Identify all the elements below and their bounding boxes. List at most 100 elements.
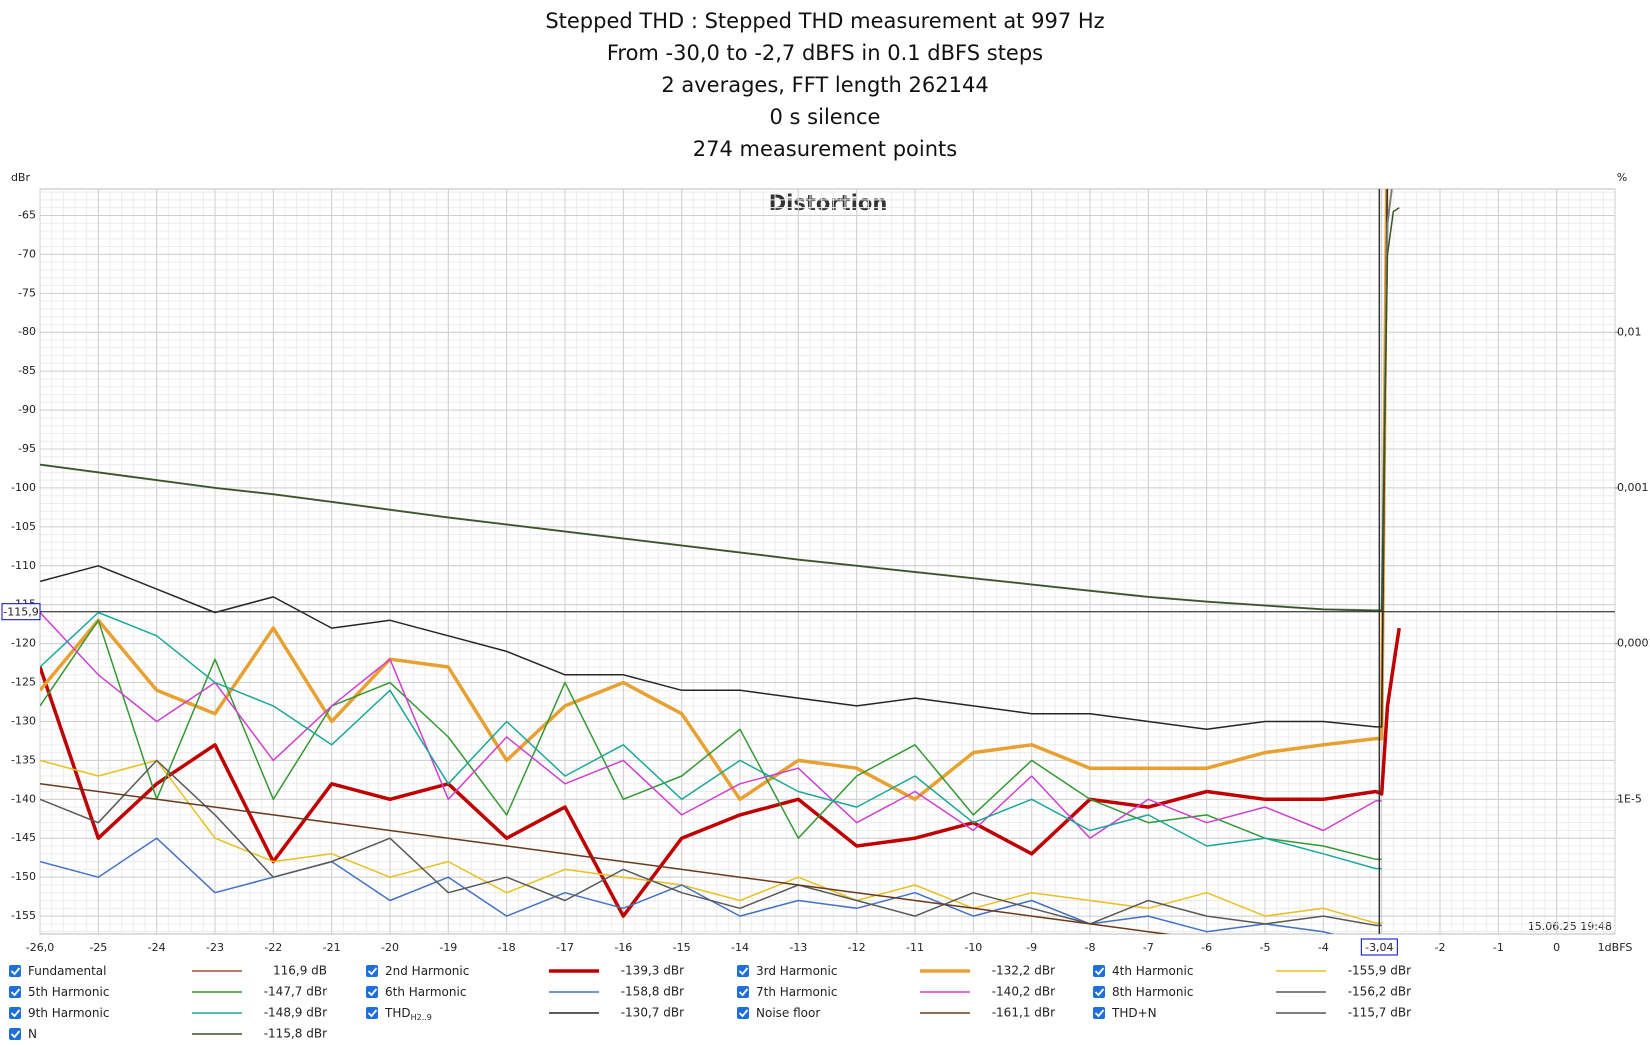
legend-checkbox[interactable] (1093, 986, 1105, 998)
legend-check (367, 1009, 378, 1018)
y-tick-label: -75 (18, 286, 36, 299)
x-tick-label: -14 (731, 941, 749, 954)
legend-checkbox[interactable] (366, 1007, 378, 1019)
legend-value: -158,8 dBr (621, 985, 684, 999)
x-tick-label: -17 (556, 941, 574, 954)
legend-checkbox[interactable] (737, 1007, 749, 1019)
title-line: Stepped THD : Stepped THD measurement at… (545, 9, 1104, 33)
y2-tick-label: 1E-5 (1617, 792, 1642, 805)
legend-label: THDH2..9 (384, 1006, 432, 1022)
series-line (40, 759, 1382, 927)
legend-name: 8th Harmonic (1112, 985, 1193, 999)
y-tick-label: -95 (18, 442, 36, 455)
series-line (40, 627, 1401, 918)
legend-name: 3rd Harmonic (756, 964, 837, 978)
x-tick-label: -13 (789, 941, 807, 954)
legend-value: -161,1 dBr (992, 1006, 1055, 1020)
x-tick-label: -7 (1143, 941, 1154, 954)
x-tick-label: -9 (1026, 941, 1037, 954)
legend-item: Fundamental 116,9 dB (9, 964, 327, 978)
x-tick-label: -5 (1260, 941, 1271, 954)
legend-label: THD+N (1111, 1006, 1157, 1020)
legend-label: Fundamental (28, 964, 107, 978)
legend-label: 8th Harmonic (1112, 985, 1193, 999)
legend-name: 5th Harmonic (28, 985, 109, 999)
legend-check (738, 1009, 749, 1018)
legend-checkbox[interactable] (1093, 965, 1105, 977)
x-tick-label: -15 (673, 941, 691, 954)
x-tick-label: -19 (439, 941, 457, 954)
x-tick-label: 1dBFS (1598, 941, 1633, 954)
legend-name: THD (384, 1006, 411, 1020)
cursor-y-label: -115,9 (3, 606, 38, 619)
x-tick-label: -11 (906, 941, 924, 954)
y-tick-label: -85 (18, 364, 36, 377)
legend-label: 7th Harmonic (756, 985, 837, 999)
legend-item: 6th Harmonic -158,8 dBr (366, 985, 684, 999)
x-tick-label: -4 (1318, 941, 1329, 954)
legend-checkbox[interactable] (366, 986, 378, 998)
legend-check (1094, 988, 1105, 997)
legend-value: -155,9 dBr (1348, 964, 1411, 978)
cursor-x-box (1360, 938, 1398, 956)
x-tick-label: -8 (1085, 941, 1096, 954)
y-tick-label: -100 (11, 481, 36, 494)
legend-name: 6th Harmonic (385, 985, 466, 999)
legend-label: 9th Harmonic (28, 1006, 109, 1020)
y2-axis-label: % (1617, 171, 1627, 184)
legend-check (1094, 1009, 1105, 1018)
y2-tick-label: 0,01 (1617, 325, 1642, 338)
legend-label: Noise floor (756, 1006, 820, 1020)
y-tick-label: -90 (18, 403, 36, 416)
legend-label: 3rd Harmonic (756, 964, 837, 978)
series-line (40, 619, 1382, 861)
legend-item: 9th Harmonic -148,9 dBr (9, 1006, 327, 1020)
legend-item: 2nd Harmonic -139,3 dBr (366, 964, 684, 978)
legend-name: Fundamental (28, 964, 107, 978)
title-line: From -30,0 to -2,7 dBFS in 0.1 dBFS step… (607, 41, 1043, 65)
y-axis-label: dBr (11, 171, 31, 184)
legend-check (1094, 967, 1105, 976)
legend-checkbox[interactable] (9, 1028, 21, 1040)
legend-checkbox[interactable] (9, 965, 21, 977)
legend-checkbox[interactable] (366, 965, 378, 977)
legend-value: -132,2 dBr (992, 964, 1055, 978)
legend-name: 2nd Harmonic (385, 964, 469, 978)
legend-item: 3rd Harmonic -132,2 dBr (737, 964, 1055, 978)
y-tick-label: -135 (11, 753, 36, 766)
legend-check (367, 988, 378, 997)
legend-check (10, 988, 21, 997)
legend-item: 5th Harmonic -147,7 dBr (9, 985, 327, 999)
legend-check (738, 988, 749, 997)
legend-checkbox[interactable] (1093, 1007, 1105, 1019)
chart-title: Distortion (769, 191, 888, 215)
legend-label: 4th Harmonic (1112, 964, 1193, 978)
legend-item: 8th Harmonic -156,2 dBr (1093, 985, 1411, 999)
timestamp: 15.06.25 19:48 (1528, 920, 1612, 933)
legend-name: Noise floor (756, 1006, 820, 1020)
legend-checkbox[interactable] (737, 986, 749, 998)
legend-checkbox[interactable] (737, 965, 749, 977)
x-tick-label: -18 (498, 941, 516, 954)
title-line: 2 averages, FFT length 262144 (661, 73, 988, 97)
legend-check (10, 1030, 21, 1039)
legend-label: 6th Harmonic (385, 985, 466, 999)
title-line: 274 measurement points (693, 137, 957, 161)
legend-value: 116,9 dB (273, 964, 327, 978)
legend-checkbox[interactable] (9, 1007, 21, 1019)
y-tick-label: -155 (11, 909, 36, 922)
x-tick-label: -22 (264, 941, 282, 954)
series-line (40, 611, 1382, 839)
legend-value: -139,3 dBr (621, 964, 684, 978)
y-tick-label: -105 (11, 520, 36, 533)
legend-value: -130,7 dBr (621, 1006, 684, 1020)
legend-value: -147,7 dBr (264, 985, 327, 999)
x-tick-label: -23 (206, 941, 224, 954)
legend-check (10, 967, 21, 976)
legend-label: 5th Harmonic (28, 985, 109, 999)
legend-item: THDH2..9 -130,7 dBr (366, 1006, 684, 1022)
legend-name: 7th Harmonic (756, 985, 837, 999)
legend-checkbox[interactable] (9, 986, 21, 998)
series-line (40, 783, 1172, 934)
